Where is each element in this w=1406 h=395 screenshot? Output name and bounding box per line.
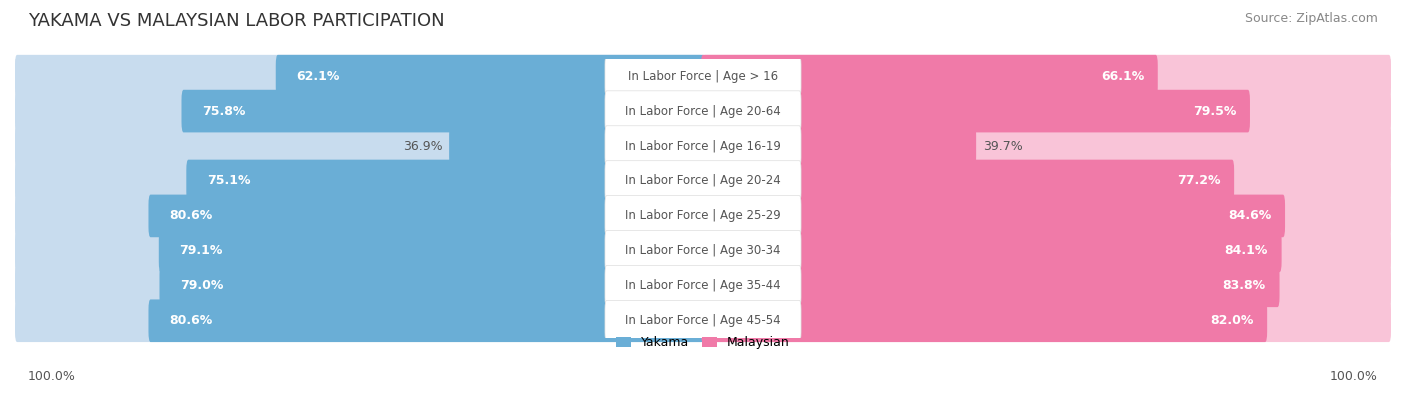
Text: 84.1%: 84.1%: [1225, 245, 1268, 258]
FancyBboxPatch shape: [149, 195, 704, 237]
FancyBboxPatch shape: [605, 126, 801, 166]
Text: YAKAMA VS MALAYSIAN LABOR PARTICIPATION: YAKAMA VS MALAYSIAN LABOR PARTICIPATION: [28, 12, 444, 30]
FancyBboxPatch shape: [276, 55, 704, 98]
Bar: [15, 303, 1391, 338]
FancyBboxPatch shape: [15, 160, 703, 202]
Legend: Yakama, Malaysian: Yakama, Malaysian: [612, 331, 794, 354]
FancyBboxPatch shape: [703, 229, 1391, 272]
Bar: [15, 164, 1391, 198]
Text: In Labor Force | Age 30-34: In Labor Force | Age 30-34: [626, 245, 780, 258]
FancyBboxPatch shape: [159, 229, 704, 272]
FancyBboxPatch shape: [702, 90, 1250, 132]
FancyBboxPatch shape: [703, 195, 1391, 237]
FancyBboxPatch shape: [605, 161, 801, 201]
FancyBboxPatch shape: [605, 231, 801, 271]
Text: 77.2%: 77.2%: [1177, 175, 1220, 188]
FancyBboxPatch shape: [159, 265, 704, 307]
Text: In Labor Force | Age 16-19: In Labor Force | Age 16-19: [626, 139, 780, 152]
FancyBboxPatch shape: [702, 195, 1285, 237]
FancyBboxPatch shape: [15, 265, 703, 307]
FancyBboxPatch shape: [702, 160, 1234, 202]
Text: 79.5%: 79.5%: [1192, 105, 1236, 118]
FancyBboxPatch shape: [187, 160, 704, 202]
FancyBboxPatch shape: [605, 265, 801, 306]
FancyBboxPatch shape: [605, 301, 801, 341]
Text: 80.6%: 80.6%: [169, 314, 212, 327]
FancyBboxPatch shape: [703, 160, 1391, 202]
FancyBboxPatch shape: [605, 196, 801, 236]
FancyBboxPatch shape: [149, 299, 704, 342]
FancyBboxPatch shape: [703, 55, 1391, 98]
Bar: [15, 128, 1391, 164]
FancyBboxPatch shape: [15, 299, 703, 342]
Bar: [15, 94, 1391, 128]
FancyBboxPatch shape: [702, 265, 1279, 307]
FancyBboxPatch shape: [702, 299, 1267, 342]
FancyBboxPatch shape: [605, 56, 801, 96]
Text: In Labor Force | Age 25-29: In Labor Force | Age 25-29: [626, 209, 780, 222]
Text: In Labor Force | Age 20-24: In Labor Force | Age 20-24: [626, 175, 780, 188]
FancyBboxPatch shape: [703, 265, 1391, 307]
Text: 62.1%: 62.1%: [297, 70, 340, 83]
FancyBboxPatch shape: [15, 90, 703, 132]
FancyBboxPatch shape: [15, 55, 703, 98]
FancyBboxPatch shape: [703, 125, 1391, 167]
Text: 100.0%: 100.0%: [1330, 370, 1378, 383]
Text: In Labor Force | Age 35-44: In Labor Force | Age 35-44: [626, 279, 780, 292]
Text: 36.9%: 36.9%: [402, 139, 443, 152]
Bar: [15, 59, 1391, 94]
Text: 66.1%: 66.1%: [1101, 70, 1144, 83]
Text: 75.8%: 75.8%: [202, 105, 246, 118]
Text: 79.1%: 79.1%: [180, 245, 222, 258]
Text: In Labor Force | Age 20-64: In Labor Force | Age 20-64: [626, 105, 780, 118]
Bar: [15, 268, 1391, 303]
FancyBboxPatch shape: [703, 90, 1391, 132]
FancyBboxPatch shape: [15, 229, 703, 272]
FancyBboxPatch shape: [702, 125, 976, 167]
FancyBboxPatch shape: [181, 90, 704, 132]
FancyBboxPatch shape: [605, 91, 801, 132]
Text: 39.7%: 39.7%: [983, 139, 1022, 152]
FancyBboxPatch shape: [703, 299, 1391, 342]
Text: 80.6%: 80.6%: [169, 209, 212, 222]
Text: In Labor Force | Age 45-54: In Labor Force | Age 45-54: [626, 314, 780, 327]
FancyBboxPatch shape: [15, 195, 703, 237]
Text: 75.1%: 75.1%: [207, 175, 250, 188]
Text: Source: ZipAtlas.com: Source: ZipAtlas.com: [1244, 12, 1378, 25]
Bar: [15, 233, 1391, 268]
Text: 83.8%: 83.8%: [1223, 279, 1265, 292]
Text: 82.0%: 82.0%: [1211, 314, 1253, 327]
FancyBboxPatch shape: [702, 55, 1157, 98]
FancyBboxPatch shape: [449, 125, 704, 167]
Bar: [15, 198, 1391, 233]
Text: 79.0%: 79.0%: [180, 279, 224, 292]
Text: In Labor Force | Age > 16: In Labor Force | Age > 16: [628, 70, 778, 83]
FancyBboxPatch shape: [702, 229, 1282, 272]
FancyBboxPatch shape: [15, 125, 703, 167]
Text: 84.6%: 84.6%: [1227, 209, 1271, 222]
Text: 100.0%: 100.0%: [28, 370, 76, 383]
